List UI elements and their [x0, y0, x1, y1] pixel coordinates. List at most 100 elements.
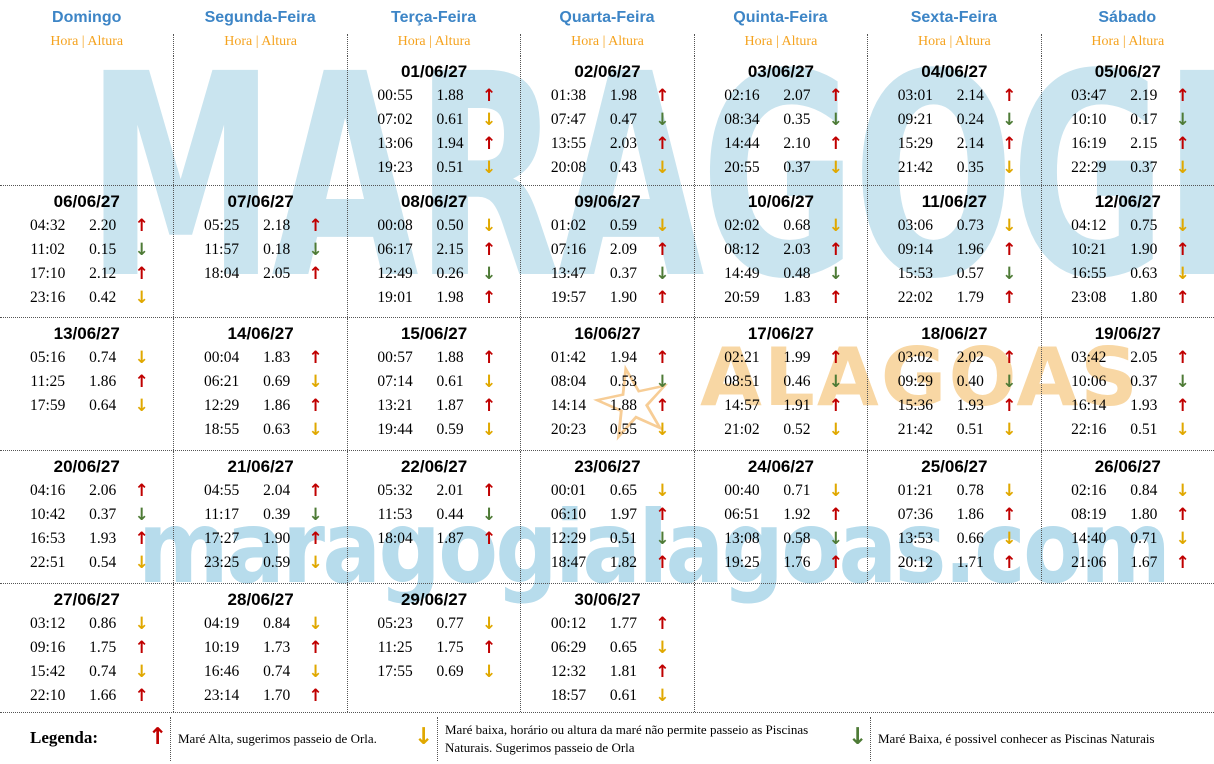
tide-height: 1.82: [609, 554, 638, 571]
day-header-6: Sexta-Feira: [910, 9, 997, 26]
tide-time: 17:27: [203, 530, 240, 547]
up-red-arrow-icon: ↑: [828, 134, 844, 154]
tide-row: 11:57 0.18 ↓: [174, 238, 346, 262]
tide-time: 09:14: [897, 241, 933, 258]
tide-height: 0.75: [1130, 217, 1158, 234]
tide-time: 14:49: [724, 265, 760, 282]
tide-height: 2.14: [956, 87, 984, 104]
tide-row: 08:34 0.35 ↓: [695, 108, 867, 132]
tide-height: 1.94: [436, 135, 464, 152]
tide-row: 02:16 2.07 ↑: [695, 84, 867, 108]
tide-height: 0.57: [956, 265, 984, 282]
tide-time: 03:12: [30, 615, 66, 632]
tide-row: 01:38 1.98 ↑: [521, 84, 693, 108]
tide-time: 10:42: [30, 506, 66, 523]
up-red-arrow-icon: ↑: [655, 396, 670, 416]
tide-time: 23:25: [203, 554, 240, 571]
tide-row: 07:02 0.61 ↓: [348, 108, 520, 132]
tide-time: 22:02: [897, 289, 933, 306]
up-red-arrow-icon: ↑: [655, 288, 670, 308]
tide-row: 20:23 0.55 ↓: [521, 418, 693, 442]
down-yellow-arrow-icon: ↓: [481, 158, 497, 178]
tide-row: 22:29 0.37 ↓: [1042, 156, 1214, 180]
tide-time: 19:44: [377, 421, 413, 438]
tide-row: 13:21 1.87 ↑: [348, 394, 520, 418]
tide-row: 11:53 0.44 ↓: [348, 503, 520, 527]
tide-height: 1.88: [436, 349, 464, 366]
tide-time: 05:23: [377, 615, 413, 632]
down-green-arrow-icon: ↓: [828, 529, 844, 549]
tide-row: 15:42 0.74 ↓: [0, 660, 173, 684]
up-red-arrow-icon: ↑: [1175, 134, 1190, 154]
tide-time: 14:40: [1071, 530, 1107, 547]
tide-height: 2.14: [956, 135, 984, 152]
legend-up-red-arrow-icon: ↑: [148, 724, 168, 750]
tide-time: 07:16: [550, 241, 587, 258]
date-label: 22/06/27: [400, 457, 468, 476]
date-label: 20/06/27: [53, 457, 120, 476]
tide-row: 23:16 0.42 ↓: [0, 286, 173, 310]
tide-height: 0.43: [609, 159, 638, 176]
tide-time: 00:55: [377, 87, 413, 104]
tide-height: 0.74: [89, 663, 117, 680]
tide-time: 16:14: [1071, 397, 1107, 414]
tide-time: 15:36: [897, 397, 933, 414]
tide-row: 23:08 1.80 ↑: [1042, 286, 1214, 310]
tide-time: 01:21: [897, 482, 933, 499]
week-row-4: 20/06/27 04:16 2.06 ↑ 10:42 0.37 ↓ 16:53 1.93 ↑ 22…: [0, 450, 1214, 583]
tide-time: 01:02: [550, 217, 587, 234]
day-cell-28: 28/06/27 04:19 0.84 ↓ 10:19 1.73 ↑ 16:46 0.74 ↓ 23…: [173, 584, 346, 712]
tide-time: 22:51: [30, 554, 66, 571]
legend-text-3: Maré Baixa, é possivel conhecer as Pisci…: [870, 717, 1212, 761]
tide-row: 02:21 1.99 ↑: [695, 346, 867, 370]
up-red-arrow-icon: ↑: [1175, 86, 1190, 106]
tide-time: 02:16: [1071, 482, 1107, 499]
date-label: 15/06/27: [400, 324, 468, 343]
tide-time: 06:17: [377, 241, 413, 258]
day-cell-17: 17/06/27 02:21 1.99 ↑ 08:51 0.46 ↓ 14:57 1.91 ↑ 21…: [693, 318, 867, 450]
tide-row: 00:08 0.50 ↓: [348, 214, 520, 238]
date-label: 28/06/27: [227, 590, 294, 609]
tide-time: 03:02: [897, 349, 933, 366]
tide-height: 2.02: [956, 349, 984, 366]
tide-row: 02:02 0.68 ↓: [695, 214, 867, 238]
tide-height: 0.65: [609, 482, 638, 499]
tide-row: 22:10 1.66 ↑: [0, 684, 173, 708]
tide-row: 08:51 0.46 ↓: [695, 370, 867, 394]
tide-height: 0.17: [1130, 111, 1158, 128]
tide-height: 0.24: [956, 111, 984, 128]
tide-time: 02:02: [724, 217, 760, 234]
tide-time: 04:32: [30, 217, 66, 234]
week-row-1: 01/06/27 00:55 1.88 ↑ 07:02 0.61 ↓ 13:06 1.94 ↑ 19…: [0, 56, 1214, 185]
down-green-arrow-icon: ↓: [481, 505, 497, 525]
tide-height: 1.90: [263, 530, 291, 547]
down-yellow-arrow-icon: ↓: [308, 372, 323, 392]
tide-row: 00:04 1.83 ↑: [174, 346, 346, 370]
up-red-arrow-icon: ↑: [308, 216, 323, 236]
down-yellow-arrow-icon: ↓: [1175, 158, 1190, 178]
up-red-arrow-icon: ↑: [1002, 553, 1017, 573]
hora-altura-label: Hora | Altura: [520, 34, 693, 56]
tide-height: 0.69: [436, 663, 464, 680]
tide-time: 20:08: [550, 159, 587, 176]
week-row-5: 27/06/27 03:12 0.86 ↓ 09:16 1.75 ↑ 15:42 0.74 ↓ 22…: [0, 583, 1214, 712]
down-yellow-arrow-icon: ↓: [828, 216, 844, 236]
down-yellow-arrow-icon: ↓: [308, 662, 323, 682]
down-yellow-arrow-icon: ↓: [655, 216, 670, 236]
tide-row: 15:36 1.93 ↑: [868, 394, 1040, 418]
tide-time: 11:53: [377, 506, 413, 523]
tide-row: 03:06 0.73 ↓: [868, 214, 1040, 238]
up-red-arrow-icon: ↑: [655, 614, 670, 634]
tide-height: 1.71: [956, 554, 984, 571]
tide-height: 1.75: [436, 639, 464, 656]
day-cell-13: 13/06/27 05:16 0.74 ↓ 11:25 1.86 ↑ 17:59 0.64 ↓: [0, 318, 173, 450]
tide-row: 00:01 0.65 ↓: [521, 479, 693, 503]
tide-time: 21:06: [1071, 554, 1107, 571]
up-red-arrow-icon: ↑: [481, 481, 497, 501]
up-red-arrow-icon: ↑: [655, 348, 670, 368]
down-yellow-arrow-icon: ↓: [481, 372, 497, 392]
tide-height: 0.42: [89, 289, 117, 306]
up-red-arrow-icon: ↑: [481, 529, 497, 549]
tide-height: 1.80: [1130, 289, 1158, 306]
